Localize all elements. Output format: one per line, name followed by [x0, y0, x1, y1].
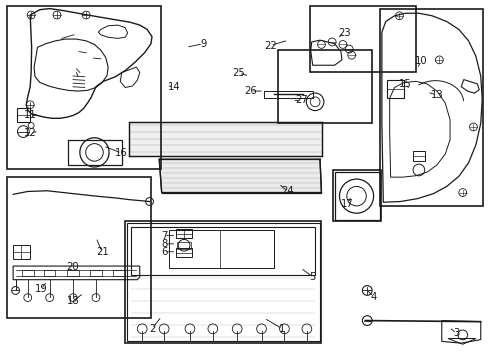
Text: 1: 1 [279, 324, 285, 334]
Bar [264, 91, 312, 98]
Text: 16: 16 [115, 148, 128, 158]
Text: 10: 10 [414, 56, 427, 66]
Bar [22, 270, 34, 276]
Bar [13, 244, 30, 259]
Text: 15: 15 [398, 79, 411, 89]
Polygon shape [128, 122, 322, 156]
Bar [412, 150, 424, 161]
Text: 7: 7 [161, 231, 167, 240]
Text: 27: 27 [295, 95, 308, 105]
Bar [90, 270, 102, 276]
Text: 8: 8 [161, 239, 167, 249]
Bar [334, 172, 379, 220]
Polygon shape [159, 159, 321, 193]
Text: 23: 23 [337, 28, 350, 38]
Bar [7, 177, 151, 318]
Bar [176, 248, 191, 257]
Text: 4: 4 [370, 292, 376, 302]
Text: 18: 18 [66, 296, 79, 306]
Text: 21: 21 [96, 247, 108, 257]
Text: 2: 2 [148, 324, 155, 334]
Bar [309, 6, 415, 72]
Bar [125, 221, 321, 343]
Text: 25: 25 [232, 68, 244, 78]
Text: 6: 6 [161, 247, 167, 257]
Text: 14: 14 [167, 82, 180, 93]
Bar [386, 80, 404, 98]
Bar [379, 9, 482, 206]
Bar [177, 242, 190, 249]
Text: 24: 24 [281, 186, 293, 197]
Text: 26: 26 [244, 86, 257, 96]
Text: 22: 22 [264, 41, 276, 50]
Text: 13: 13 [430, 90, 442, 100]
Bar [44, 270, 55, 276]
Text: 11: 11 [24, 111, 37, 121]
Bar [7, 6, 161, 169]
Bar [113, 270, 124, 276]
Text: 12: 12 [24, 128, 37, 138]
Bar [277, 50, 371, 123]
Text: 5: 5 [309, 272, 315, 282]
Text: 3: 3 [452, 328, 459, 338]
Bar [68, 140, 122, 165]
Bar [176, 229, 191, 238]
Bar [169, 230, 273, 268]
Bar [67, 270, 79, 276]
Text: 17: 17 [340, 199, 352, 210]
Bar [332, 170, 380, 221]
Text: 9: 9 [200, 39, 206, 49]
Text: 20: 20 [66, 262, 79, 272]
Bar [17, 108, 30, 122]
Text: 19: 19 [35, 284, 47, 294]
